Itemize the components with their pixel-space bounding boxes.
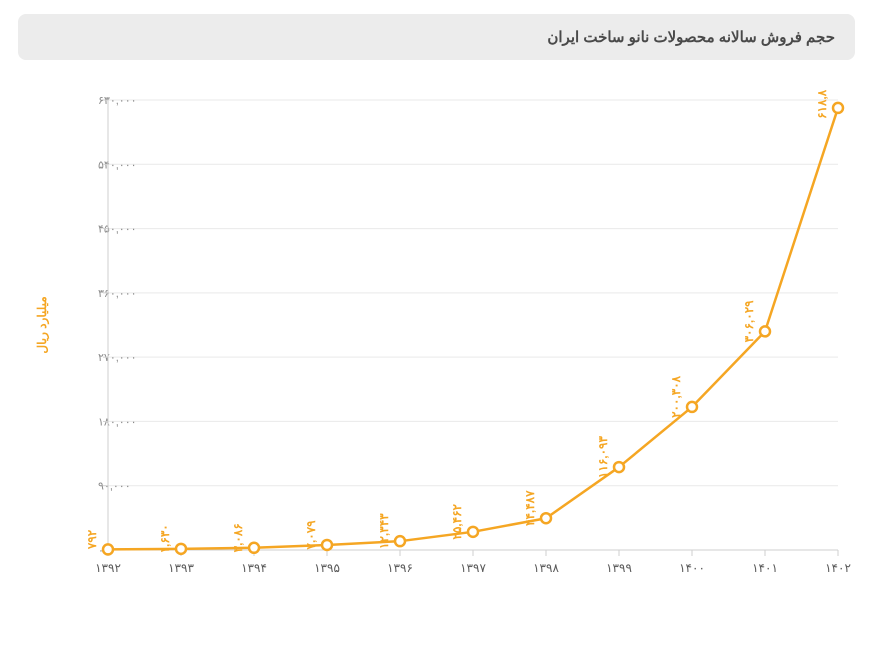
- chart-title-bar: حجم فروش سالانه محصولات نانو ساخت ایران: [18, 14, 855, 60]
- data-marker: [468, 527, 478, 537]
- line-chart: ۰۹۰,۰۰۰۱۸۰,۰۰۰۲۷۰,۰۰۰۳۶۰,۰۰۰۴۵۰,۰۰۰۵۴۰,۰…: [18, 90, 855, 630]
- data-marker: [176, 544, 186, 554]
- x-tick-label: ۱۳۹۷: [460, 561, 486, 575]
- data-marker: [395, 536, 405, 546]
- x-tick-label: ۱۴۰۲: [825, 561, 851, 575]
- data-label: ۱۱۶,۰۹۳: [596, 436, 610, 479]
- chart-container: ۰۹۰,۰۰۰۱۸۰,۰۰۰۲۷۰,۰۰۰۳۶۰,۰۰۰۴۵۰,۰۰۰۵۴۰,۰…: [18, 90, 855, 630]
- data-marker: [541, 513, 551, 523]
- y-tick-label: ۳۶۰,۰۰۰: [98, 288, 137, 300]
- data-label: ۳۰۶,۰۲۹: [742, 300, 756, 343]
- y-tick-label: ۴۵۰,۰۰۰: [98, 224, 137, 236]
- x-tick-label: ۱۳۹۸: [533, 561, 559, 575]
- data-marker: [760, 326, 770, 336]
- data-label: ۶۱۸,۸۹۰: [815, 90, 829, 119]
- data-label: ۴۴,۴۸۷: [523, 490, 537, 526]
- x-tick-label: ۱۳۹۳: [168, 561, 194, 575]
- data-marker: [687, 402, 697, 412]
- chart-title: حجم فروش سالانه محصولات نانو ساخت ایران: [547, 28, 835, 46]
- x-tick-label: ۱۴۰۱: [752, 561, 778, 575]
- y-tick-label: ۹۰,۰۰۰: [98, 481, 131, 493]
- y-tick-label: ۲۷۰,۰۰۰: [98, 352, 137, 364]
- data-label: ۲۵,۴۶۲: [450, 503, 464, 539]
- data-marker: [614, 462, 624, 472]
- data-label: ۲۰۰,۳۰۸: [669, 375, 683, 418]
- data-marker: [322, 540, 332, 550]
- data-marker: [833, 103, 843, 113]
- data-line: [108, 108, 838, 549]
- data-marker: [249, 543, 259, 553]
- y-tick-label: ۶۳۰,۰۰۰: [98, 95, 137, 107]
- data-label: ۱,۶۳۰: [158, 524, 172, 553]
- y-tick-label: ۵۴۰,۰۰۰: [98, 159, 137, 171]
- y-tick-label: ۱۸۰,۰۰۰: [98, 416, 137, 428]
- x-tick-label: ۱۳۹۹: [606, 561, 632, 575]
- data-marker: [103, 544, 113, 554]
- x-tick-label: ۱۳۹۲: [95, 561, 121, 575]
- x-tick-label: ۱۳۹۶: [387, 561, 413, 575]
- x-tick-label: ۱۴۰۰: [679, 561, 705, 575]
- data-label: ۷۹۲: [85, 529, 99, 550]
- data-label: ۱۲,۳۴۳: [377, 513, 391, 549]
- x-tick-label: ۱۳۹۴: [241, 561, 267, 575]
- data-label: ۳,۰۸۶: [231, 523, 245, 552]
- data-label: ۷,۰۷۹: [304, 520, 318, 551]
- x-tick-label: ۱۳۹۵: [314, 561, 340, 575]
- y-axis-title: میلیارد ریال: [35, 296, 50, 353]
